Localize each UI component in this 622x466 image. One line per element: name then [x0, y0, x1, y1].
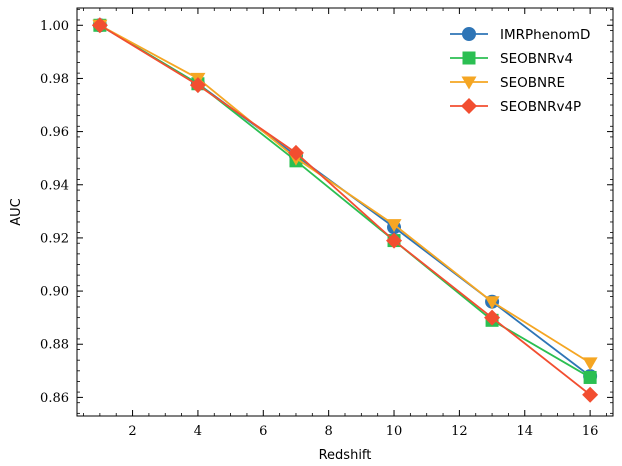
- legend-label: IMRPhenomD: [500, 27, 590, 43]
- data-point: [386, 232, 403, 249]
- legend-item: SEOBNRE: [450, 75, 565, 91]
- y-axis-label: AUC: [9, 198, 24, 226]
- legend-label: SEOBNRv4P: [500, 99, 581, 115]
- y-tick-label: 0.88: [40, 338, 69, 353]
- x-tick-label: 12: [451, 424, 468, 439]
- legend-marker: [462, 51, 476, 65]
- y-tick-label: 0.96: [40, 125, 69, 140]
- legend-label: SEOBNRE: [500, 75, 565, 91]
- series-line: [99, 24, 591, 396]
- series-seobnrv4: [93, 18, 597, 384]
- x-tick-label: 14: [516, 424, 533, 439]
- data-point: [91, 17, 108, 34]
- plot-frame: [76, 7, 614, 417]
- y-tick-label: 1.00: [40, 19, 69, 34]
- y-tick-label: 0.92: [40, 231, 69, 246]
- legend-item: SEOBNRv4P: [450, 98, 581, 115]
- plot-border: [76, 7, 614, 417]
- x-tick-label: 4: [194, 424, 202, 439]
- legend-item: IMRPhenomD: [450, 27, 590, 43]
- data-point: [484, 296, 500, 310]
- legend: IMRPhenomD SEOBNRv4 SEOBNRE SEOBNRv4P: [450, 27, 590, 115]
- data-point: [582, 386, 599, 403]
- y-tick-label: 0.90: [40, 285, 69, 300]
- x-tick-label: 8: [325, 424, 333, 439]
- series-seobnre: [92, 19, 598, 371]
- series-seobnrv4p: [91, 17, 599, 403]
- x-tick-label: 6: [259, 424, 267, 439]
- legend-item: SEOBNRv4: [450, 51, 573, 67]
- axis-tick-labels: 2 4 6 8 10 12 14 16 0.86 0.88 0.90 0.92 0.94 0.96 0.98…: [40, 19, 598, 439]
- x-tick-label: 2: [128, 424, 136, 439]
- y-tick-label: 0.86: [40, 391, 69, 406]
- data-point: [189, 77, 206, 94]
- data-point: [386, 219, 402, 233]
- legend-marker: [461, 76, 477, 90]
- data-point: [583, 370, 597, 384]
- x-axis-label: Redshift: [319, 448, 372, 463]
- y-tick-label: 0.98: [40, 72, 69, 87]
- legend-marker: [462, 27, 476, 41]
- data-point: [484, 309, 501, 326]
- x-tick-label: 16: [582, 424, 599, 439]
- legend-marker: [461, 98, 477, 114]
- data-point: [582, 357, 598, 371]
- x-tick-label: 10: [386, 424, 403, 439]
- series-layer: [91, 17, 599, 403]
- y-tick-label: 0.94: [40, 178, 69, 193]
- axis-ticks: [77, 8, 613, 416]
- data-point: [287, 144, 304, 161]
- legend-label: SEOBNRv4: [500, 51, 573, 67]
- series-line: [99, 24, 591, 364]
